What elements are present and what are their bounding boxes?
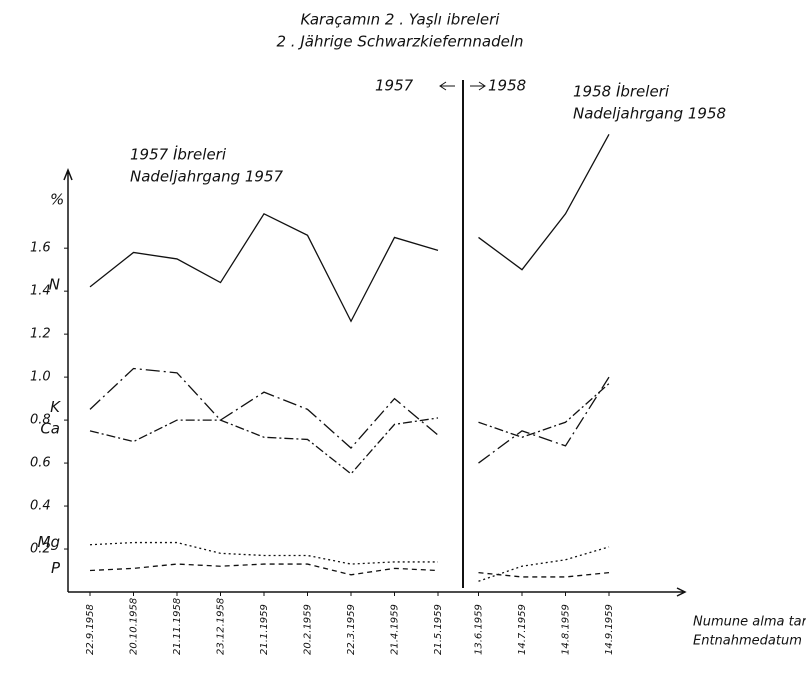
x-tick-label: 22.9.1958 <box>85 604 96 655</box>
chart-subtitle: 2 . Jährige Schwarzkiefernnadeln <box>277 33 524 51</box>
x-tick-label: 22.3.1959 <box>346 604 357 655</box>
x-tick-label: 14.7.1959 <box>517 604 528 655</box>
annotation: 1957 İbreleri <box>130 145 227 164</box>
x-axis <box>68 587 687 597</box>
series-line <box>89 541 438 565</box>
series-line <box>89 212 439 323</box>
series-line <box>478 546 610 582</box>
annotation: Nadeljahrgang 1957 <box>130 168 284 186</box>
series-line <box>478 383 610 438</box>
y-tick-label: 1.4 <box>30 284 51 299</box>
series-line <box>89 367 439 449</box>
series-label: N <box>49 275 60 293</box>
series-line <box>89 563 439 576</box>
series-label: Ca <box>40 419 60 437</box>
x-tick-label: 20.10.1958 <box>129 598 140 655</box>
y-tick-label: 0.2 <box>30 542 51 557</box>
x-tick-label: 14.8.1959 <box>561 604 572 655</box>
x-axis-label: Entnahmedatum <box>693 634 802 649</box>
x-tick-label: 21.5.1959 <box>433 604 444 655</box>
annotation: 1958 İbreleri <box>573 82 670 101</box>
y-tick-label: 0.6 <box>30 456 51 471</box>
y-axis-label: % <box>50 191 64 209</box>
x-tick-label: 14.9.1959 <box>604 604 615 655</box>
x-tick-label: 13.6.1959 <box>474 604 485 655</box>
series-label: Mg <box>38 533 60 551</box>
series-line <box>478 572 610 578</box>
divider-arrows <box>439 81 486 91</box>
series-label: P <box>51 559 61 577</box>
series-line <box>89 417 439 475</box>
annotation: Nadeljahrgang 1958 <box>573 105 726 123</box>
x-tick-label: 21.1.1959 <box>259 604 270 655</box>
y-tick-label: 0.4 <box>30 499 51 514</box>
x-tick-label: 20.2.1959 <box>303 604 314 655</box>
chart-title: Karaçamın 2 . Yaşlı ibreleri <box>301 11 501 29</box>
divider-label: 1958 <box>488 77 526 95</box>
series-line <box>478 376 610 464</box>
x-tick-label: 23.12.1958 <box>216 598 227 655</box>
y-tick-label: 1.6 <box>30 241 51 256</box>
divider-label: 1957 <box>375 77 414 95</box>
x-axis-label: Numune alma tarihleri <box>693 615 806 630</box>
y-axis <box>63 167 73 592</box>
y-tick-label: 1.2 <box>30 327 51 342</box>
y-tick-label: 1.0 <box>30 370 51 385</box>
series-line <box>478 133 610 271</box>
x-tick-label: 21.4.1959 <box>390 604 401 655</box>
series-label: K <box>50 398 61 416</box>
x-tick-label: 21.11.1958 <box>172 598 183 655</box>
y-tick-label: 0.8 <box>30 413 51 428</box>
